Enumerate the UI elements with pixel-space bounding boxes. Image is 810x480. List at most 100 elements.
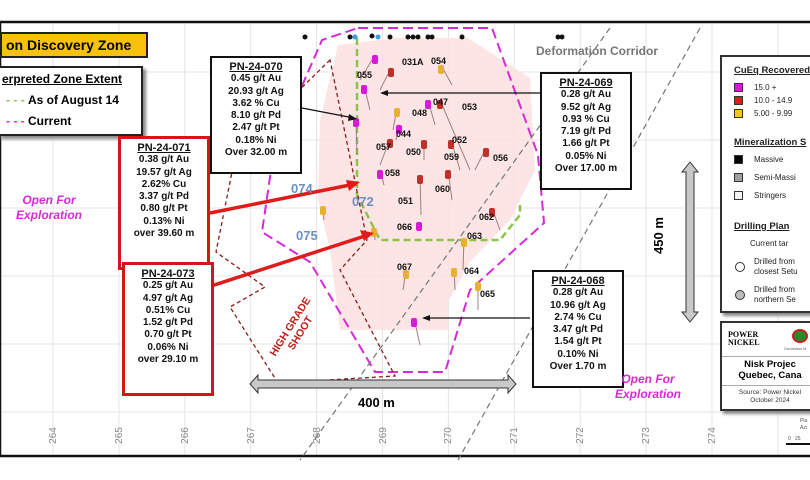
intercept-id: PN-24-071 xyxy=(137,142,191,154)
mineralized-interval xyxy=(411,318,417,327)
dash-icon: - - - xyxy=(6,93,25,107)
assay-value: 20.93 g/t Ag xyxy=(228,85,284,97)
mineralized-interval xyxy=(353,118,359,127)
zone-extent-current xyxy=(260,27,546,373)
zone-extent-august xyxy=(355,38,522,242)
easting-tick-label: 271 xyxy=(509,427,521,444)
zone-extent-legend: erpreted Zone Extent - - - As of August … xyxy=(0,66,143,136)
drill-hole-label: 064 xyxy=(464,266,480,276)
drill-hole-label: 031A xyxy=(402,57,424,67)
drill-hole-label: 060 xyxy=(435,184,451,194)
mineralized-interval xyxy=(388,68,394,77)
deformation-corridor-label: Deformation Corridor xyxy=(536,44,659,58)
drill-hole-label: 062 xyxy=(479,212,495,222)
assay-value: 0.70 g/t Pt xyxy=(144,329,192,341)
drill-hole-label: 047 xyxy=(433,97,449,107)
intercept-id: PN-24-069 xyxy=(559,77,613,89)
easting-tick-label: 272 xyxy=(575,427,587,444)
scale-ticks: 0 25 xyxy=(788,436,801,442)
intercept-box-pn-24-073: PN-24-073 0.25 g/t Au 4.97 g/t Ag 0.51% Cu 1… xyxy=(122,262,214,396)
drill-hole-label-blue: 074 xyxy=(291,181,313,196)
drill-setup-label: Drilled from northern Se xyxy=(754,285,796,304)
assay-value: over 39.60 m xyxy=(133,228,195,240)
height-450m-label: 450 m xyxy=(650,217,666,254)
mineralized-interval xyxy=(438,65,444,74)
assay-value: 0.06% Ni xyxy=(147,341,189,353)
easting-tick-label: 274 xyxy=(706,427,718,444)
drill-setup-circle-icon xyxy=(735,290,745,300)
easting-tick-label: 269 xyxy=(377,427,389,444)
mineralized-interval xyxy=(461,238,467,247)
mineralization-label: Massive xyxy=(754,155,784,164)
drill-setup-circle-icon xyxy=(735,262,745,272)
easting-tick-label: 270 xyxy=(443,427,455,444)
intercept-box-pn-24-068: PN-24-068 0.28 g/t Au 10.96 g/t Ag 2.74 % C… xyxy=(532,270,624,388)
mineralization-swatch xyxy=(734,173,743,182)
arrow-pn-24-070 xyxy=(301,107,355,119)
drill-hole-label: 066 xyxy=(397,222,413,232)
dash-icon: - - - xyxy=(6,114,25,128)
drill-current-target: Current tar xyxy=(750,239,789,248)
assay-value: 0.80 g/t Pt xyxy=(140,203,188,215)
mineralized-interval xyxy=(394,108,400,117)
mineralization-swatch xyxy=(734,191,743,200)
easting-tick-label: 266 xyxy=(179,427,191,444)
callout-arrows xyxy=(204,90,540,321)
map-legend: CuEq Recovered 15.0 + 10.0 - 14.9 5.00 - 9… xyxy=(720,55,810,313)
assay-value: Over 32.00 m xyxy=(224,147,288,159)
drill-traces xyxy=(320,54,501,346)
assay-value: 10.96 g/t Ag xyxy=(550,299,606,311)
assay-value: 2.74 % Cu xyxy=(554,311,602,323)
project-name: Nisk Projec Quebec, Cana xyxy=(722,356,810,381)
mineralized-interval xyxy=(445,170,451,179)
mineralized-interval xyxy=(451,268,457,277)
mineralization-heading: Mineralization S xyxy=(734,137,807,148)
source-note: Source: Power Nickel October 2024 xyxy=(722,385,810,405)
mineralized-interval xyxy=(371,228,377,237)
assay-value: 8.10 g/t Pd xyxy=(230,110,281,122)
mineralized-interval xyxy=(417,175,423,184)
assay-value: Over 1.70 m xyxy=(549,361,607,373)
assay-value: 3.62 % Cu xyxy=(232,97,280,109)
assay-value: 1.54 g/t Pt xyxy=(554,336,602,348)
easting-tick-label: 268 xyxy=(311,427,323,444)
high-grade-shoot-outline xyxy=(215,58,397,384)
mineralized-interval xyxy=(425,100,431,109)
zone-legend-current: Current xyxy=(28,114,72,128)
drill-hole-label: 044 xyxy=(396,129,412,139)
cueq-label: 15.0 + xyxy=(754,83,777,92)
assay-value: 0.93 % Cu xyxy=(562,113,610,125)
assay-value: 0.10% Ni xyxy=(557,348,599,360)
intercept-box-pn-24-070: PN-24-070 0.45 g/t Au 20.93 g/t Ag 3.62 % C… xyxy=(210,56,302,174)
cueq-swatch xyxy=(734,109,743,118)
assay-value: 7.19 g/t Pd xyxy=(560,126,611,138)
easting-tick-label: 267 xyxy=(245,427,257,444)
mineralized-interval xyxy=(372,55,378,64)
assay-value: 0.25 g/t Au xyxy=(142,280,194,292)
partner-name: GeoVectors M xyxy=(784,347,807,351)
drill-hole-label: 050 xyxy=(406,147,422,157)
mineralized-interval xyxy=(421,140,427,149)
drill-hole-label: 051 xyxy=(398,196,414,206)
intercept-box-pn-24-071: PN-24-071 0.38 g/t Au 19.57 g/t Ag 2.62% Cu… xyxy=(118,136,210,270)
mineralized-interval xyxy=(475,282,481,291)
mineralized-zone-shading xyxy=(318,38,535,330)
scale-label: Pla Azi xyxy=(800,418,808,431)
cueq-swatch xyxy=(734,83,743,92)
assay-value: over 29.10 m xyxy=(137,354,199,366)
mineralized-interval xyxy=(448,140,454,149)
cueq-label: 10.0 - 14.9 xyxy=(754,96,793,105)
drill-hole-label: 065 xyxy=(480,289,496,299)
drill-hole-label: 048 xyxy=(412,108,428,118)
drill-hole-label: 053 xyxy=(462,102,478,112)
width-arrow xyxy=(249,373,517,395)
assay-value: Over 17.00 m xyxy=(554,163,618,175)
assay-value: 0.45 g/t Au xyxy=(230,73,282,85)
intercept-id: PN-24-068 xyxy=(551,275,605,287)
easting-tick-label: 264 xyxy=(47,427,59,444)
collar-dots xyxy=(302,33,565,40)
drill-hole-label: 063 xyxy=(467,231,483,241)
drill-hole-label-blue: 075 xyxy=(296,228,318,243)
assay-value: 0.13% Ni xyxy=(143,215,185,227)
cueq-swatch xyxy=(734,96,743,105)
